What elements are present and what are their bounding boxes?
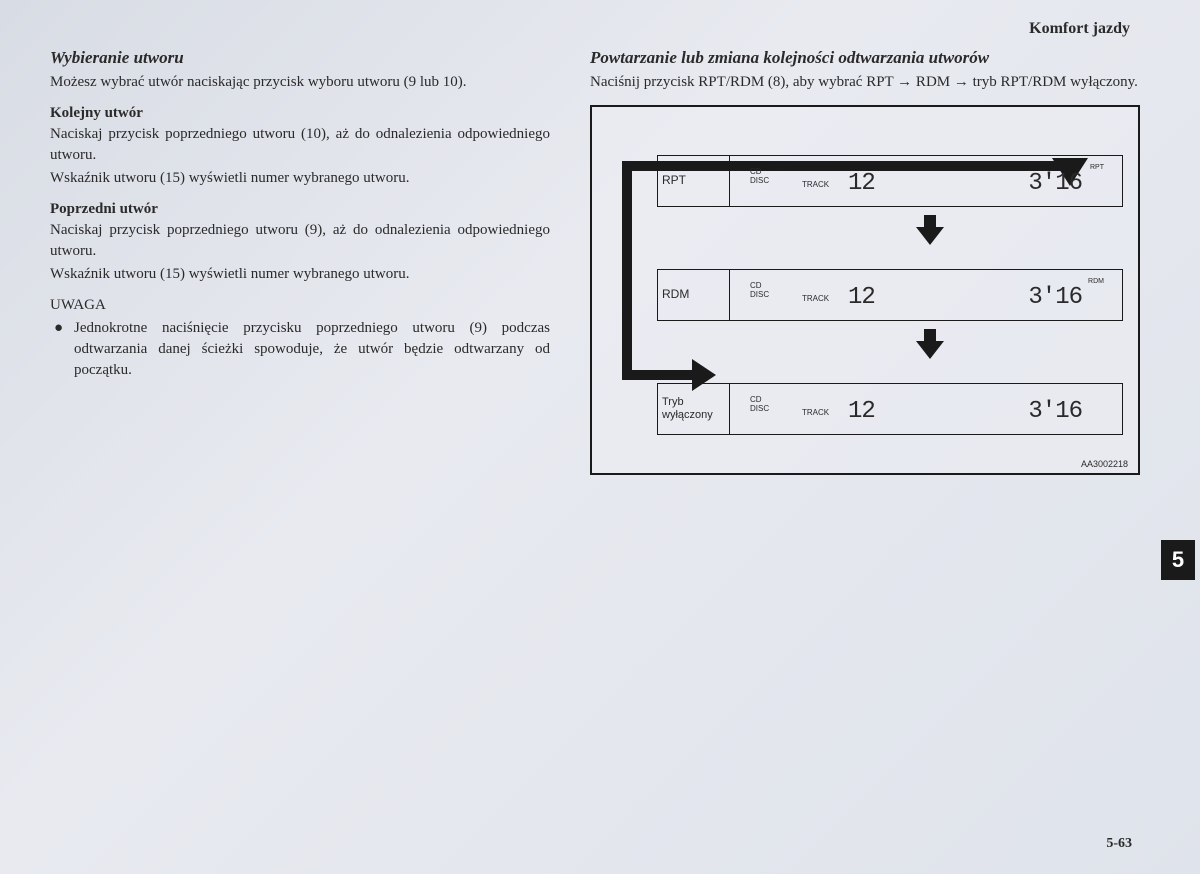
arrow-down-icon (921, 329, 939, 355)
lcd-track-number: 12 (848, 170, 875, 197)
lcd-cd-label: CD (750, 395, 762, 404)
body-text: Naciskaj przycisk poprzedniego utworu (9… (50, 220, 550, 262)
lcd-disc-label: DISC (750, 176, 769, 185)
mode-label: RDM (657, 269, 729, 321)
body-text: Naciśnij przycisk RPT/RDM (8), aby wybra… (590, 72, 1140, 93)
body-text: Naciskaj przycisk poprzedniego utworu (1… (50, 124, 550, 166)
section-title-powtarzanie: Powtarzanie lub zmiana kolejności odtwar… (590, 48, 1140, 68)
chapter-tab: 5 (1161, 540, 1195, 580)
body-text: Wskaźnik utworu (15) wyświetli numer wyb… (50, 168, 550, 189)
body-text: Wskaźnik utworu (15) wyświetli numer wyb… (50, 264, 550, 285)
lcd-track-label: TRACK (802, 294, 829, 303)
subtitle-kolejny: Kolejny utwór (50, 105, 550, 122)
lcd-track-label: TRACK (802, 180, 829, 189)
lcd-track-number: 12 (848, 398, 875, 425)
display-rdm: RDM CD DISC TRACK 12 3'16 RDM (657, 269, 1123, 321)
lcd-mode-indicator: RDM (1088, 278, 1104, 285)
arrow-right-icon (692, 359, 716, 391)
display-off: Tryb wyłączony CD DISC TRACK 12 3'16 (657, 383, 1123, 435)
lcd-display: CD DISC TRACK 12 3'16 (729, 383, 1123, 435)
lcd-cd-label: CD (750, 281, 762, 290)
page-number: 5-63 (1106, 836, 1132, 852)
note-label: UWAGA (50, 297, 550, 314)
subtitle-poprzedni: Poprzedni utwór (50, 201, 550, 218)
note-text: Jednokrotne naciśnięcie przycisku poprze… (50, 318, 550, 381)
lcd-cd-label: CD (750, 167, 762, 176)
lcd-track-number: 12 (848, 284, 875, 311)
left-column: Wybieranie utworu Możesz wybrać utwór na… (50, 48, 550, 475)
lcd-disc-label: DISC (750, 404, 769, 413)
lcd-mode-indicator: RPT (1090, 164, 1104, 171)
lcd-time: 3'16 (1028, 398, 1082, 425)
diagram-code: AA3002218 (1081, 459, 1128, 469)
lcd-display: CD DISC TRACK 12 3'16 RPT (729, 155, 1123, 207)
section-title-wybieranie: Wybieranie utworu (50, 48, 550, 68)
lcd-disc-label: DISC (750, 290, 769, 299)
flow-line-icon (622, 370, 692, 380)
arrow-down-icon (921, 215, 939, 241)
right-column: Powtarzanie lub zmiana kolejności odtwar… (590, 48, 1140, 475)
chapter-header: Komfort jazdy (50, 20, 1140, 38)
body-text: Możesz wybrać utwór naciskając przycisk … (50, 72, 550, 93)
lcd-display: CD DISC TRACK 12 3'16 RDM (729, 269, 1123, 321)
flow-line-icon (622, 161, 632, 380)
lcd-time: 3'16 (1028, 170, 1082, 197)
lcd-track-label: TRACK (802, 408, 829, 417)
diagram-container: RPT CD DISC TRACK 12 3'16 RPT (590, 105, 1140, 475)
lcd-time: 3'16 (1028, 284, 1082, 311)
